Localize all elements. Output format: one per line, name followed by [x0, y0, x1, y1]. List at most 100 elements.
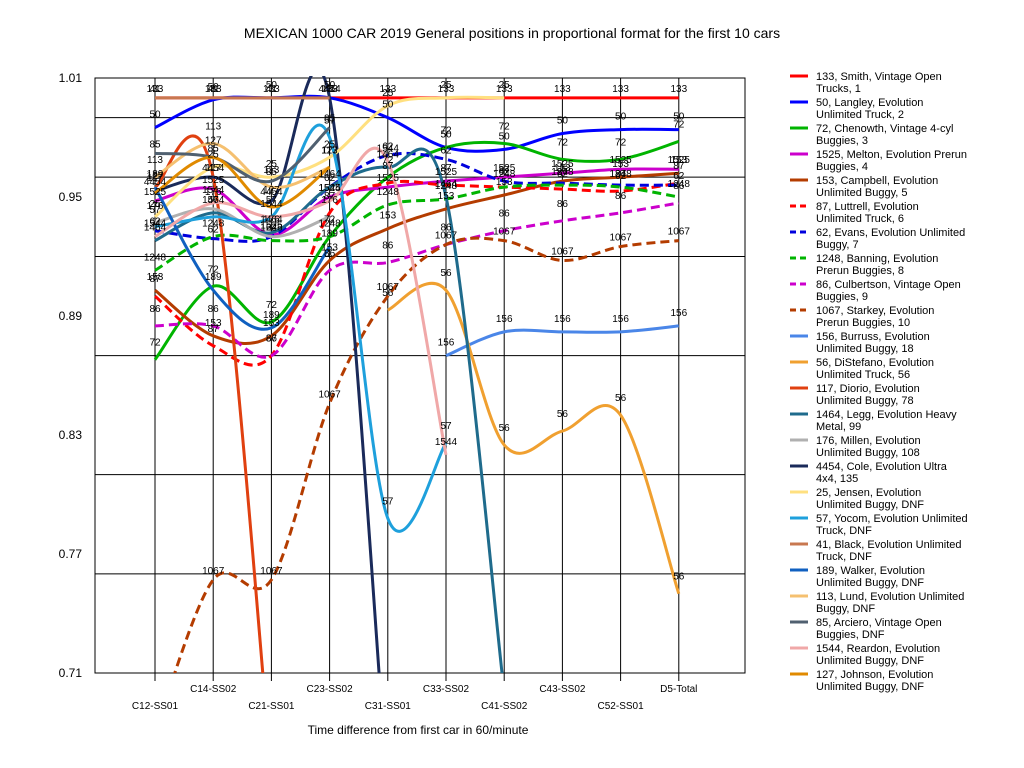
- data-label-1544: 1544: [435, 437, 458, 448]
- legend-entry-133: 133, Smith, Vintage Open Trucks, 1: [816, 71, 942, 95]
- legend-entry-156: 156, Burruss, Evolution Unlimited Buggy, …: [816, 331, 930, 355]
- data-label-50: 50: [208, 82, 220, 93]
- data-label-127: 127: [321, 145, 338, 156]
- data-label-1525: 1525: [144, 187, 167, 198]
- data-label-56: 56: [673, 572, 685, 583]
- data-label-41: 41: [324, 84, 336, 95]
- data-label-1248: 1248: [144, 252, 167, 263]
- legend-entry-87: 87, Luttrell, Evolution Unlimited Truck, …: [816, 201, 919, 225]
- data-label-133: 133: [379, 84, 396, 95]
- data-label-133: 133: [612, 84, 629, 95]
- data-label-57: 57: [208, 195, 220, 206]
- data-label-153: 153: [670, 155, 687, 166]
- data-label-1248: 1248: [493, 169, 516, 180]
- data-label-87: 87: [673, 161, 685, 172]
- data-label-1067: 1067: [609, 233, 632, 244]
- data-label-113: 113: [205, 121, 221, 132]
- data-label-1525: 1525: [551, 159, 574, 170]
- data-label-4454: 4454: [260, 187, 283, 198]
- y-tick-label: 0.83: [59, 428, 83, 442]
- data-label-72: 72: [557, 137, 569, 148]
- series-line-72: [153, 140, 680, 361]
- data-label-153: 153: [147, 272, 164, 283]
- series-line-153: [154, 171, 679, 345]
- x-tick-label: C52-SS01: [598, 701, 645, 712]
- legend-entry-117: 117, Diorio, Evolution Unlimited Buggy, 7…: [816, 383, 920, 407]
- data-label-1544: 1544: [377, 143, 400, 154]
- data-label-1067: 1067: [435, 231, 458, 242]
- data-label-72: 72: [673, 119, 685, 130]
- legend: 133, Smith, Vintage Open Trucks, 150, Lan…: [790, 71, 968, 693]
- data-label-189: 189: [263, 310, 280, 321]
- data-label-72: 72: [208, 264, 220, 275]
- data-label-72: 72: [149, 338, 161, 349]
- legend-entry-72: 72, Chenowth, Vintage 4-cyl Buggies, 3: [816, 123, 953, 147]
- y-tick-label: 0.71: [59, 666, 83, 680]
- data-label-113: 113: [322, 145, 338, 156]
- data-label-1464: 1464: [377, 149, 400, 160]
- x-tick-label: D5-Total: [660, 684, 697, 695]
- data-label-1464: 1464: [318, 169, 341, 180]
- data-label-57: 57: [324, 116, 336, 127]
- data-label-56: 56: [557, 409, 569, 420]
- data-label-153: 153: [554, 163, 571, 174]
- data-label-1248: 1248: [202, 219, 225, 230]
- data-label-117: 117: [205, 163, 221, 174]
- data-label-50: 50: [324, 80, 336, 91]
- data-label-86: 86: [382, 240, 394, 251]
- data-label-1525: 1525: [377, 173, 400, 184]
- data-label-1525: 1525: [668, 155, 691, 166]
- legend-entry-4454: 4454, Cole, Evolution Ultra 4x4, 135: [816, 461, 948, 485]
- data-label-153: 153: [379, 211, 396, 222]
- data-label-1544: 1544: [318, 183, 341, 194]
- legend-entry-176: 176, Millen, Evolution Unlimited Buggy, 1…: [816, 435, 921, 459]
- data-label-62: 62: [324, 173, 336, 184]
- data-label-1248: 1248: [668, 179, 691, 190]
- data-label-86: 86: [557, 199, 569, 210]
- data-label-56: 56: [382, 288, 394, 299]
- legend-entry-57: 57, Yocom, Evolution Unlimited Truck, DNF: [816, 513, 968, 537]
- data-label-50: 50: [499, 131, 511, 142]
- data-label-87: 87: [557, 167, 569, 178]
- data-label-87: 87: [324, 191, 336, 202]
- legend-entry-1248: 1248, Banning, Evolution Prerun Buggies, …: [816, 253, 938, 277]
- y-tick-label: 0.95: [59, 190, 83, 204]
- legend-entry-86: 86, Culbertson, Vintage Open Buggies, 9: [816, 279, 961, 303]
- legend-entry-41: 41, Black, Evolution Unlimited Truck, DNF: [816, 539, 962, 563]
- data-label-156: 156: [670, 308, 687, 319]
- data-label-62: 62: [615, 171, 627, 182]
- data-label-1525: 1525: [493, 163, 516, 174]
- data-label-153: 153: [205, 318, 222, 329]
- data-label-176: 176: [205, 187, 222, 198]
- data-label-1067: 1067: [493, 227, 516, 238]
- data-label-86: 86: [440, 223, 452, 234]
- data-label-87: 87: [382, 161, 394, 172]
- data-label-86: 86: [324, 248, 336, 259]
- data-label-57: 57: [440, 421, 452, 432]
- data-label-57: 57: [149, 205, 161, 216]
- data-label-56: 56: [499, 423, 511, 434]
- series-line-127: [154, 155, 331, 209]
- series-line-87: [154, 179, 680, 367]
- data-label-4454: 4454: [202, 163, 225, 174]
- series-line-50: [154, 94, 679, 153]
- data-label-1525: 1525: [609, 155, 632, 166]
- data-label-62: 62: [557, 169, 569, 180]
- data-label-72: 72: [382, 155, 394, 166]
- data-label-86: 86: [615, 191, 627, 202]
- data-label-50: 50: [266, 80, 278, 91]
- series-line-176: [154, 207, 331, 239]
- legend-entry-85: 85, Arciero, Vintage Open Buggies, DNF: [816, 617, 942, 641]
- data-label-85: 85: [208, 143, 220, 154]
- data-label-176: 176: [321, 195, 338, 206]
- series-line-56: [387, 281, 681, 595]
- data-label-127: 127: [263, 185, 280, 196]
- series-line-85: [154, 126, 331, 184]
- x-tick-label: C31-SS01: [365, 701, 412, 712]
- data-label-153: 153: [438, 191, 455, 202]
- x-axis-ticks: C12-SS01 C14-SS02 C21-SS01 C23-SS02 C31-SS01…: [132, 684, 697, 712]
- data-label-86: 86: [149, 304, 161, 315]
- data-label-25: 25: [499, 80, 511, 91]
